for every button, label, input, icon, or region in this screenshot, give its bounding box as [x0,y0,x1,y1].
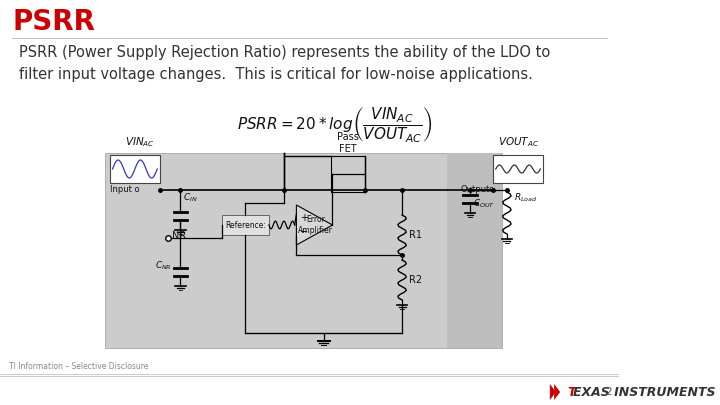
Text: Pass
FET: Pass FET [337,132,359,154]
Text: $VOUT_{AC}$: $VOUT_{AC}$ [498,135,539,149]
Bar [110,155,160,183]
Text: Error
Amplifier: Error Amplifier [298,215,333,235]
Text: +: + [300,213,308,223]
Bar [222,215,269,235]
Bar [493,155,543,183]
Text: R1: R1 [409,230,422,240]
Text: $C_{IN}$: $C_{IN}$ [183,192,198,204]
Text: $C_{NR}$: $C_{NR}$ [155,260,171,272]
Text: NR: NR [172,231,186,241]
Text: $\mathit{PSRR} = 20 * log\left(\dfrac{\mathit{VIN}_{AC}}{\mathit{VOUT}_{AC}}\rig: $\mathit{PSRR} = 20 * log\left(\dfrac{\m… [237,105,433,144]
Text: o: o [489,185,494,194]
Text: Input o: Input o [110,185,140,194]
Polygon shape [297,205,333,245]
Text: Output: Output [461,185,490,194]
Text: R2: R2 [409,275,422,285]
Text: PSRR (Power Supply Rejection Ratio) represents the ability of the LDO to
filter : PSRR (Power Supply Rejection Ratio) repr… [19,45,550,82]
Text: $R_{Load}$: $R_{Load}$ [514,192,537,205]
Text: $C_{OUT}$: $C_{OUT}$ [473,197,495,209]
Text: PSRR: PSRR [12,8,95,36]
Text: EXAS INSTRUMENTS: EXAS INSTRUMENTS [573,386,716,399]
Text: 2: 2 [605,387,612,397]
Bar [446,153,502,348]
Bar [105,153,502,348]
Bar [0,376,618,405]
Polygon shape [550,384,556,400]
Text: TI Information – Selective Disclosure: TI Information – Selective Disclosure [9,362,148,371]
Text: Reference:: Reference: [225,220,266,230]
Bar [330,156,365,192]
Polygon shape [554,384,560,400]
Text: −: − [300,227,308,237]
Text: T: T [567,386,575,399]
Text: $VIN_{AC}$: $VIN_{AC}$ [125,135,155,149]
